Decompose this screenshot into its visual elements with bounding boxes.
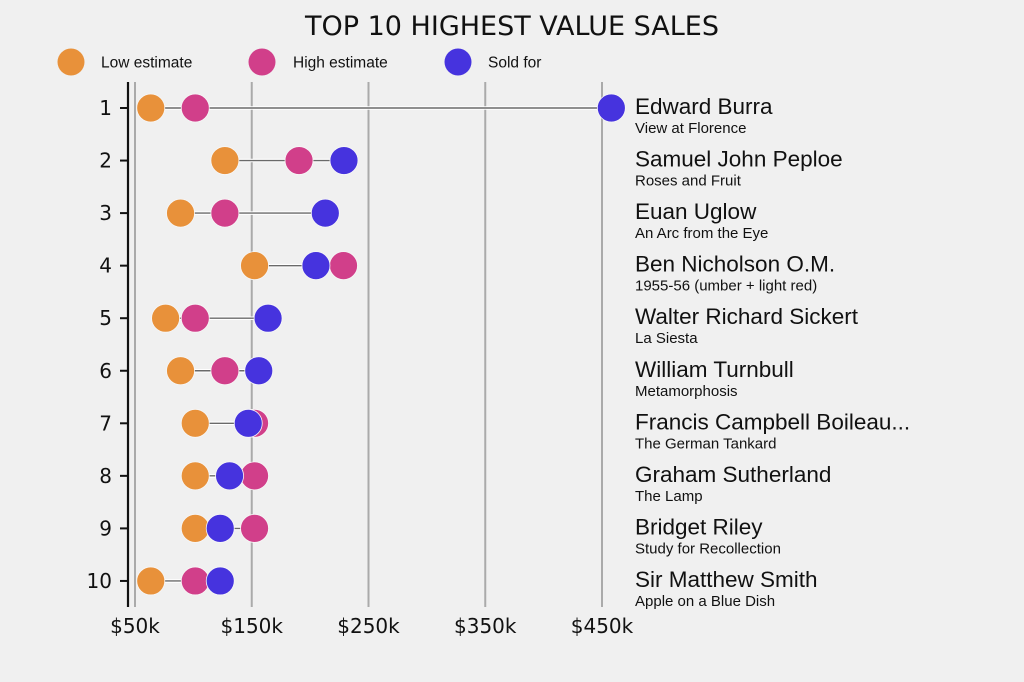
point-sold bbox=[253, 303, 283, 333]
legend-label-high-estimate: High estimate bbox=[293, 55, 388, 72]
point-sold bbox=[215, 461, 244, 491]
artist-label: Edward Burra bbox=[635, 94, 773, 119]
data-row bbox=[166, 356, 274, 386]
data-row bbox=[210, 146, 359, 175]
data-row bbox=[240, 251, 358, 281]
y-tick-label: 1 bbox=[99, 96, 112, 120]
artwork-label: The German Tankard bbox=[635, 435, 776, 452]
artist-label: Walter Richard Sickert bbox=[635, 304, 859, 329]
legend: Low estimate High estimate Sold for bbox=[57, 48, 541, 76]
legend-label-low-estimate: Low estimate bbox=[101, 55, 192, 72]
point-sold bbox=[301, 251, 331, 281]
legend-marker-low-estimate bbox=[57, 48, 85, 76]
point-high bbox=[180, 303, 210, 333]
point-low bbox=[180, 408, 210, 438]
artwork-label: Roses and Fruit bbox=[635, 173, 742, 190]
point-high bbox=[210, 356, 240, 386]
data-row bbox=[180, 461, 269, 491]
artist-label: Francis Campbell Boileau... bbox=[635, 409, 910, 434]
chart-title: TOP 10 HIGHEST VALUE SALES bbox=[304, 11, 719, 42]
x-axis-ticks: $50k $150k $250k $350k $450k bbox=[110, 614, 634, 638]
point-low bbox=[136, 566, 166, 596]
y-tick-label: 3 bbox=[99, 201, 112, 225]
point-low bbox=[166, 198, 195, 228]
legend-item-sold-for: Sold for bbox=[444, 48, 541, 76]
point-low bbox=[210, 146, 240, 175]
y-tick-label: 2 bbox=[99, 149, 112, 173]
legend-label-sold-for: Sold for bbox=[488, 55, 541, 72]
point-sold bbox=[244, 356, 274, 386]
y-tick-label: 10 bbox=[87, 569, 112, 593]
artist-label: Euan Uglow bbox=[635, 199, 757, 224]
legend-item-high-estimate: High estimate bbox=[248, 48, 388, 76]
y-tick-label: 7 bbox=[99, 411, 112, 435]
artist-label: Graham Sutherland bbox=[635, 462, 831, 487]
artwork-label: La Siesta bbox=[635, 330, 698, 347]
point-low bbox=[180, 461, 210, 491]
artist-label: Samuel John Peploe bbox=[635, 147, 843, 172]
artwork-label: The Lamp bbox=[635, 488, 703, 505]
point-high bbox=[210, 198, 240, 228]
y-tick-label: 8 bbox=[99, 464, 112, 488]
y-tick-label: 6 bbox=[99, 359, 112, 383]
data-row bbox=[166, 198, 340, 228]
data-row bbox=[136, 566, 235, 596]
x-tick-label: $150k bbox=[221, 614, 284, 638]
y-tick-label: 4 bbox=[99, 254, 112, 278]
artwork-label: 1955-56 (umber + light red) bbox=[635, 278, 817, 295]
y-tick-label: 5 bbox=[99, 306, 112, 330]
point-high bbox=[180, 566, 210, 596]
legend-marker-sold-for bbox=[444, 48, 472, 76]
artist-label: Bridget Riley bbox=[635, 514, 763, 539]
point-high bbox=[284, 146, 314, 175]
point-sold bbox=[233, 408, 263, 438]
point-sold bbox=[205, 566, 235, 596]
point-high bbox=[329, 251, 358, 281]
artist-label: Ben Nicholson O.M. bbox=[635, 252, 835, 277]
y-tick-label: 9 bbox=[99, 516, 112, 540]
data-row bbox=[180, 408, 269, 438]
x-tick-label: $50k bbox=[110, 614, 160, 638]
legend-marker-high-estimate bbox=[248, 48, 276, 76]
data-rows bbox=[136, 93, 626, 596]
point-sold bbox=[310, 198, 340, 228]
data-row bbox=[180, 514, 269, 543]
artist-label: William Turnbull bbox=[635, 357, 794, 382]
point-low bbox=[240, 251, 269, 281]
point-low bbox=[180, 514, 210, 543]
point-sold bbox=[205, 514, 235, 543]
artwork-label: Study for Recollection bbox=[635, 540, 781, 557]
artwork-label: View at Florence bbox=[635, 120, 746, 137]
x-tick-label: $250k bbox=[337, 614, 400, 638]
point-low bbox=[151, 303, 180, 333]
y-axis-ticks: 1 2 3 4 5 6 7 8 9 10 bbox=[87, 96, 128, 593]
data-row bbox=[151, 303, 283, 333]
point-high bbox=[240, 461, 269, 491]
point-low bbox=[166, 356, 195, 386]
artwork-label: An Arc from the Eye bbox=[635, 225, 768, 242]
x-tick-label: $450k bbox=[571, 614, 634, 638]
point-high bbox=[180, 93, 210, 123]
data-row bbox=[136, 93, 626, 123]
point-sold bbox=[596, 93, 626, 123]
artwork-label: Metamorphosis bbox=[635, 383, 738, 400]
point-high bbox=[240, 514, 269, 543]
x-tick-label: $350k bbox=[454, 614, 517, 638]
artwork-label: Apple on a Blue Dish bbox=[635, 593, 775, 610]
point-low bbox=[136, 93, 166, 123]
point-sold bbox=[329, 146, 359, 175]
artist-label: Sir Matthew Smith bbox=[635, 567, 818, 592]
legend-item-low-estimate: Low estimate bbox=[57, 48, 192, 76]
